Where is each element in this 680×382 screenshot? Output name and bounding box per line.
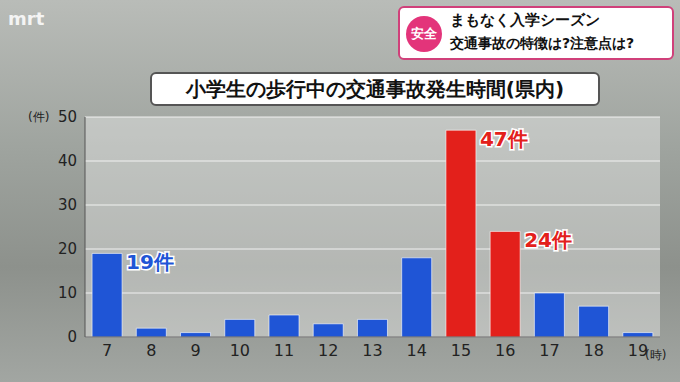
svg-text:17: 17 [539, 341, 559, 360]
svg-text:24件: 24件 [524, 228, 572, 252]
svg-text:12: 12 [318, 341, 338, 360]
svg-text:0: 0 [67, 328, 77, 346]
svg-text:11: 11 [274, 341, 294, 360]
svg-text:18: 18 [583, 341, 603, 360]
svg-text:8: 8 [146, 341, 156, 360]
svg-text:30: 30 [58, 196, 77, 214]
svg-text:13: 13 [362, 341, 382, 360]
svg-text:19: 19 [628, 341, 648, 360]
svg-text:15: 15 [451, 341, 471, 360]
html-text:小学生の歩行中の交通事故発生時間(県内): 小学生の歩行中の交通事故発生時間(県内) [185, 76, 565, 101]
svg-text:16: 16 [495, 341, 515, 360]
html-text:交通事故の特徴は?注意点は?: 交通事故の特徴は?注意点は? [450, 35, 635, 51]
svg-text:20: 20 [58, 240, 77, 258]
svg-text:40: 40 [58, 152, 77, 170]
svg-text:50: 50 [58, 108, 77, 126]
html-text:まもなく入学シーズン: まもなく入学シーズン [450, 11, 600, 29]
svg-text:47件: 47件 [480, 127, 528, 151]
svg-text:9: 9 [190, 341, 200, 360]
html-text:安全: 安全 [411, 26, 437, 41]
html-text:(時): (時) [645, 348, 667, 362]
svg-text:10: 10 [230, 341, 250, 360]
svg-text:10: 10 [58, 284, 77, 302]
svg-text:7: 7 [102, 341, 112, 360]
html-text:mrt: mrt [8, 8, 45, 29]
svg-text:14: 14 [407, 341, 427, 360]
svg-text:19件: 19件 [126, 250, 174, 274]
html-text:(件): (件) [28, 110, 50, 124]
